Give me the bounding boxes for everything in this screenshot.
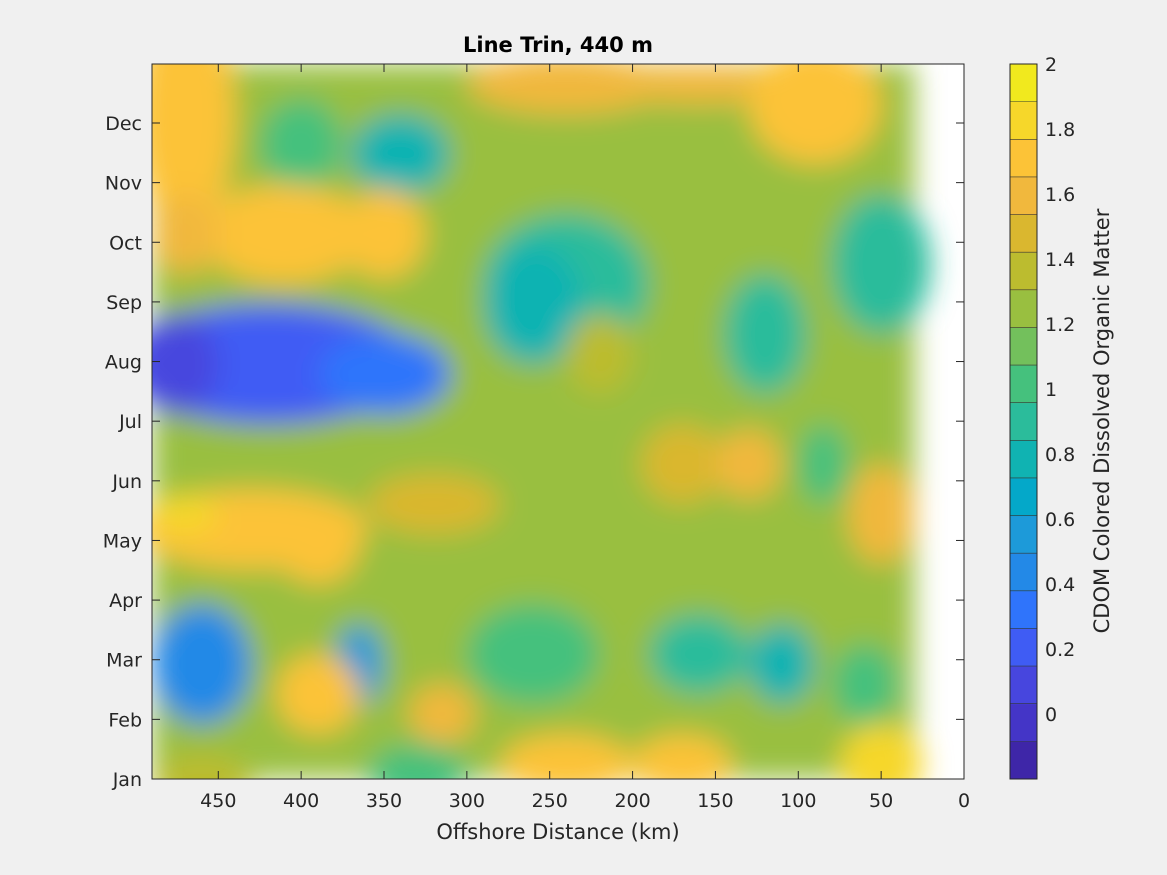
colorbar-segment [1010, 590, 1037, 629]
colorbar-segment [1010, 365, 1037, 404]
x-tick-label: 450 [200, 790, 236, 812]
heatmap-blob [649, 614, 749, 694]
colorbar-segment [1010, 741, 1037, 780]
y-tick-label: Sep [106, 292, 142, 314]
y-tick-label: Jan [112, 769, 142, 791]
x-tick-label: 300 [449, 790, 485, 812]
heatmap-blob [350, 114, 451, 194]
colorbar-tick-label: 0.8 [1045, 444, 1075, 466]
heatmap-blob [748, 624, 815, 704]
colorbar-tick-label: 1.8 [1045, 119, 1075, 141]
heatmap [152, 64, 931, 779]
chart-title: Line Trin, 440 m [463, 33, 653, 57]
colorbar-segment [1010, 666, 1037, 705]
heatmap-blob [317, 334, 451, 414]
heatmap-blob [798, 424, 849, 504]
heatmap-blob [367, 474, 500, 534]
x-tick-label: 0 [958, 790, 970, 812]
x-axis: 450 400 350 300 250 200 150 100 50 0 [200, 64, 970, 812]
colorbar-tick-label: 1.2 [1045, 314, 1075, 336]
colorbar-segment [1010, 553, 1037, 592]
colorbar-segment [1010, 515, 1037, 554]
heatmap-blob [152, 64, 235, 234]
x-tick-label: 200 [614, 790, 650, 812]
x-axis-label: Offshore Distance (km) [436, 820, 679, 844]
heatmap-blob [259, 99, 343, 189]
colorbar-tick-label: 1.6 [1045, 184, 1075, 206]
heatmap-blob [342, 189, 426, 279]
y-axis: Jan Feb Mar Apr May Jun Jul Aug Sep Oct Nov Dec [103, 113, 964, 791]
heatmap-blob [723, 274, 807, 394]
heatmap-blob [640, 424, 724, 504]
heatmap-blob [831, 644, 898, 724]
y-tick-label: Mar [106, 650, 142, 672]
heatmap-blob [152, 194, 219, 274]
colorbar-tick-label: 0.2 [1045, 639, 1075, 661]
heatmap-blob [152, 494, 219, 534]
x-tick-label: 250 [532, 790, 568, 812]
colorbar-segment [1010, 139, 1037, 178]
y-tick-label: Oct [109, 232, 142, 254]
x-tick-label: 150 [697, 790, 733, 812]
colorbar-tick-label: 0.6 [1045, 509, 1075, 531]
colorbar-tick-label: 0 [1045, 704, 1057, 726]
heatmap-blob [483, 244, 583, 364]
colorbar-tick-label: 0.4 [1045, 574, 1075, 596]
x-tick-label: 50 [869, 790, 893, 812]
heatmap-blob [566, 314, 633, 394]
colorbar-segment [1010, 289, 1037, 328]
heatmap-blob [276, 654, 360, 734]
heatmap-blob [715, 429, 782, 499]
colorbar-segment [1010, 252, 1037, 291]
heatmap-blob [848, 464, 915, 564]
colorbar-segment [1010, 477, 1037, 517]
heatmap-blob [500, 734, 633, 779]
colorbar-segment [1010, 64, 1037, 103]
colorbar-segment [1010, 176, 1037, 216]
y-tick-label: Dec [105, 113, 142, 135]
colorbar-segment [1010, 402, 1037, 441]
colorbar-segment [1010, 628, 1037, 667]
colorbar [1010, 64, 1037, 780]
y-tick-label: Nov [105, 173, 142, 195]
colorbar-segment [1010, 703, 1037, 742]
heatmap-blob [831, 194, 931, 334]
heatmap-blob [152, 754, 251, 779]
x-tick-label: 400 [283, 790, 319, 812]
y-tick-label: Feb [108, 709, 142, 731]
y-tick-label: Aug [105, 352, 142, 374]
colorbar-tick-label: 1.4 [1045, 249, 1075, 271]
heatmap-blob [839, 724, 923, 779]
colorbar-tick-label: 1 [1045, 379, 1057, 401]
y-tick-label: Apr [109, 590, 142, 612]
heatmap-blob [466, 604, 600, 704]
colorbar-label: CDOM Colored Dissolved Organic Matter [1090, 208, 1114, 633]
heatmap-blob [201, 184, 368, 284]
y-tick-label: May [103, 530, 142, 552]
colorbar-ticks: 0 0.2 0.4 0.6 0.8 1 1.2 1.4 1.6 1.8 2 [1045, 54, 1075, 726]
x-tick-label: 350 [366, 790, 402, 812]
colorbar-segment [1010, 101, 1037, 140]
colorbar-border [1009, 63, 1038, 780]
heatmap-blob [408, 684, 476, 744]
colorbar-segment [1010, 214, 1037, 253]
heatmap-blob [276, 504, 360, 584]
y-tick-label: Jun [111, 471, 142, 493]
heatmap-blob [152, 314, 219, 414]
y-tick-label: Jul [118, 411, 142, 433]
heatmap-blob [748, 64, 882, 164]
heatmap-blob [632, 734, 732, 779]
x-tick-label: 100 [780, 790, 816, 812]
colorbar-segment [1010, 327, 1037, 366]
colorbar-segment [1010, 440, 1037, 479]
heatmap-blob [152, 604, 252, 724]
heatmap-blob [367, 744, 467, 779]
heatmap-blob [599, 64, 799, 104]
colorbar-tick-label: 2 [1045, 54, 1057, 76]
